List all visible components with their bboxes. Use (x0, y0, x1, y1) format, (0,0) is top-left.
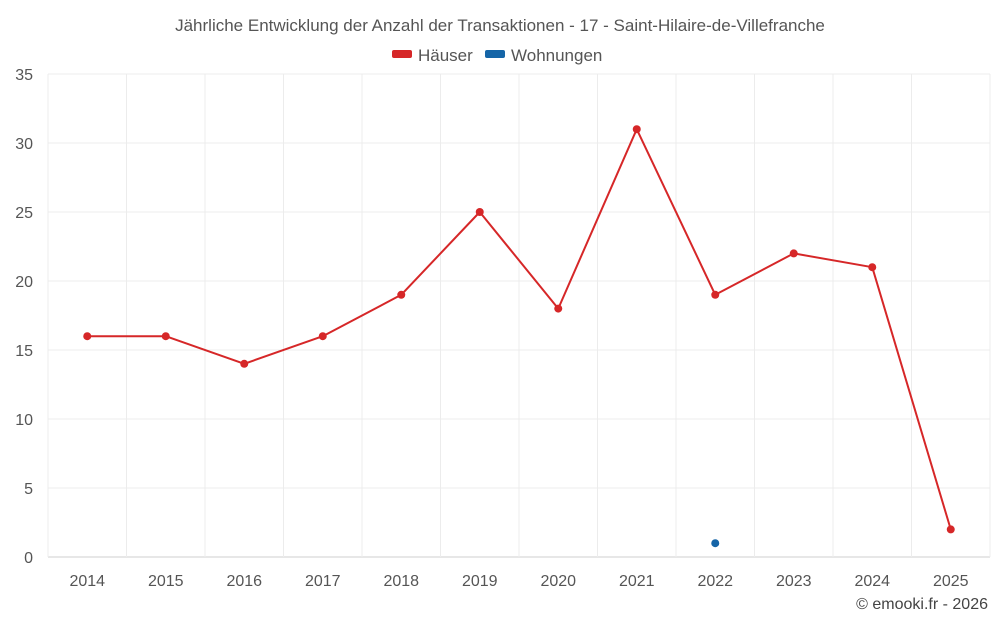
legend-label-haeuser: Häuser (418, 46, 473, 65)
legend-label-wohnungen: Wohnungen (511, 46, 602, 65)
legend-item-wohnungen[interactable]: Wohnungen (485, 46, 602, 65)
legend-swatch-haeuser (392, 50, 412, 58)
data-point-wohnungen[interactable] (711, 539, 720, 548)
x-tick-label: 2018 (383, 573, 419, 590)
legend-item-haeuser[interactable]: Häuser (392, 46, 473, 65)
x-tick-label: 2024 (854, 573, 890, 590)
data-point-haeuser[interactable] (475, 208, 484, 216)
data-point-haeuser[interactable] (554, 304, 563, 313)
y-axis-ticks: 0 5 10 15 20 25 30 35 (15, 67, 33, 567)
y-tick-label: 10 (15, 412, 33, 429)
data-point-haeuser[interactable] (397, 290, 406, 299)
data-point-haeuser[interactable] (711, 290, 720, 299)
data-point-haeuser[interactable] (318, 332, 327, 341)
y-tick-label: 35 (15, 67, 33, 84)
x-tick-label: 2017 (305, 573, 341, 590)
data-point-haeuser[interactable] (946, 525, 955, 534)
series (83, 125, 955, 548)
y-tick-label: 30 (15, 136, 33, 153)
legend: Häuser Wohnungen (392, 46, 602, 65)
data-point-haeuser[interactable] (240, 359, 249, 368)
x-tick-label: 2019 (462, 573, 498, 590)
data-point-haeuser[interactable] (83, 332, 92, 341)
x-tick-label: 2025 (933, 573, 969, 590)
chart-title: Jährliche Entwicklung der Anzahl der Tra… (175, 16, 825, 35)
x-tick-label: 2014 (69, 573, 105, 590)
y-tick-label: 20 (15, 274, 33, 291)
y-tick-label: 25 (15, 205, 33, 222)
data-point-haeuser[interactable] (632, 125, 641, 134)
x-axis-ticks: 2014 2015 2016 2017 2018 2019 2020 2021 2022 2023… (69, 573, 968, 590)
x-tick-label: 2020 (540, 573, 576, 590)
y-tick-label: 0 (24, 550, 33, 567)
x-tick-label: 2016 (226, 573, 262, 590)
y-tick-label: 5 (24, 481, 33, 498)
y-tick-label: 15 (15, 343, 33, 360)
series-line-haeuser (87, 128, 952, 530)
x-tick-label: 2021 (619, 573, 655, 590)
x-tick-label: 2023 (776, 573, 812, 590)
grid (47, 73, 991, 558)
data-point-haeuser[interactable] (868, 263, 877, 272)
data-point-haeuser[interactable] (789, 249, 798, 258)
credit: © emooki.fr - 2026 (856, 596, 988, 613)
legend-swatch-wohnungen (485, 50, 505, 58)
x-tick-label: 2022 (697, 573, 733, 590)
x-tick-label: 2015 (148, 573, 184, 590)
data-point-haeuser[interactable] (161, 332, 170, 341)
